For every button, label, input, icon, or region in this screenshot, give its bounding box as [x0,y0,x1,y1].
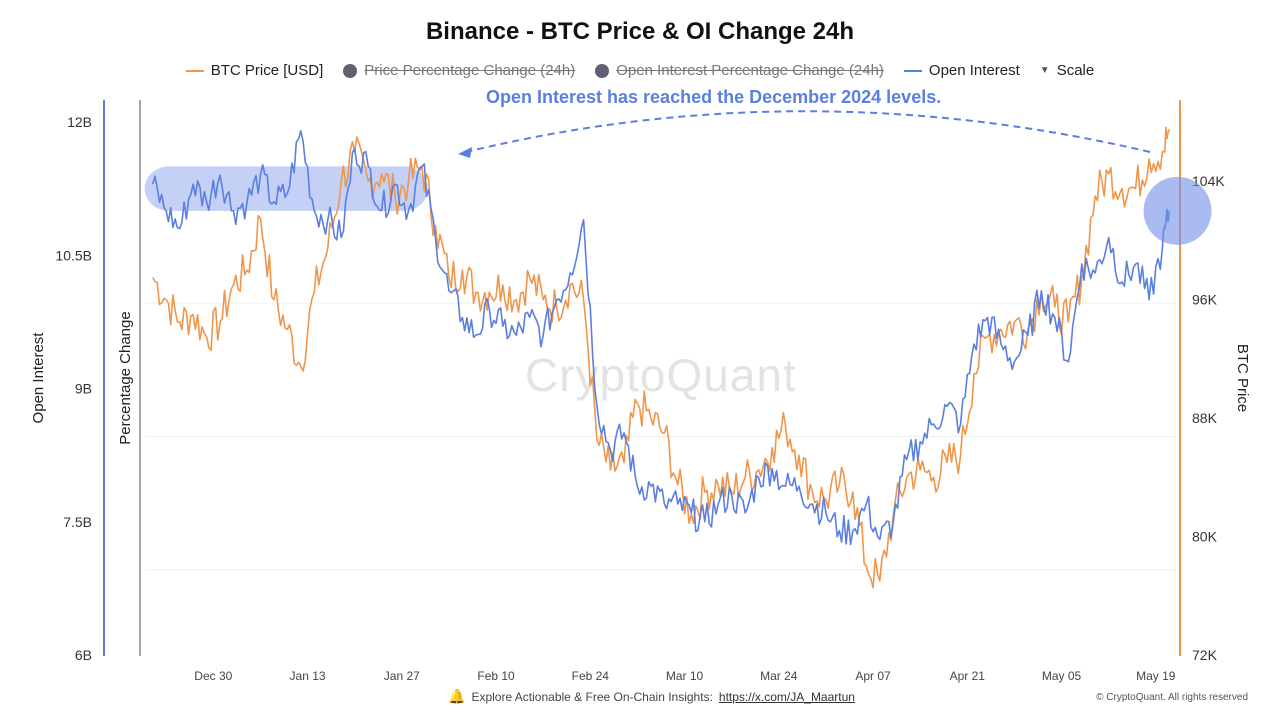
x-tick-label: Apr 21 [950,669,986,683]
x-tick-label: May 19 [1136,669,1176,683]
legend-item-3[interactable]: Open Interest [903,62,1020,79]
legend-swatch [595,63,610,78]
right-tick-label: 104K [1192,173,1225,189]
left-tick-label: 10.5B [55,247,92,263]
right-tick-label: 72K [1192,647,1218,663]
left-tick-label: 6B [75,647,92,663]
x-tick-label: Dec 30 [194,669,232,683]
right-tick-label: 80K [1192,529,1218,545]
chart-title: Binance - BTC Price & OI Change 24h [425,18,855,45]
right-tick-label: 88K [1192,410,1218,426]
legend-label: Open Interest Percentage Change (24h) [616,62,884,79]
legend-label: BTC Price [USD] [210,62,324,79]
x-tick-label: Jan 27 [384,669,420,683]
right-tick-label: 96K [1192,292,1218,308]
x-tick-label: Mar 10 [666,669,704,683]
legend-item-0[interactable]: BTC Price [USD] [185,62,324,79]
left-tick-label: 9B [75,381,92,397]
left-axis-title: Open Interest [30,332,47,424]
legend-item-4[interactable]: ▼ Scale [1040,62,1094,79]
legend-item-1[interactable]: Price Percentage Change (24h) [343,62,575,79]
x-tick-label: Apr 07 [855,669,891,683]
x-tick-label: Feb 24 [572,669,610,683]
x-tick-label: May 05 [1042,669,1082,683]
right-axis-title: BTC Price [1234,344,1251,412]
highlight-box [144,166,429,211]
annotation-arrowhead [458,147,472,158]
legend-swatch [343,63,358,78]
left-tick-label: 12B [67,114,92,130]
bell-icon: 🔔 [448,688,466,704]
x-tick-label: Mar 24 [760,669,798,683]
legend-swatch [185,69,204,72]
copyright: © CryptoQuant. All rights reserved [1096,692,1248,703]
legend-swatch: ▼ [1039,65,1050,76]
legend-item-2[interactable]: Open Interest Percentage Change (24h) [595,62,884,79]
highlight-circle [1143,176,1212,245]
footer-text: Explore Actionable & Free On-Chain Insig… [471,689,713,704]
annotation-text: Open Interest has reached the December 2… [486,87,942,107]
x-tick-label: Jan 13 [290,669,326,683]
legend-label: Open Interest [928,62,1020,79]
legend-label: Scale [1056,62,1095,79]
legend-swatch [903,69,922,72]
legend-label: Price Percentage Change (24h) [364,62,576,79]
watermark: CryptoQuant [525,349,797,401]
chart-legend: BTC Price [USD] Price Percentage Change (… [0,62,1280,79]
series-line-open-interest [151,130,1171,546]
left-tick-label: 7.5B [63,514,92,530]
footer-link[interactable]: https://x.com/JA_Maartun [718,689,855,704]
footer: 🔔 Explore Actionable & Free On-Chain Ins… [448,688,855,705]
x-tick-label: Feb 10 [477,669,515,683]
middle-axis-title: Percentage Change [117,311,134,444]
annotation-arrow [461,110,1151,154]
series-line-btc-price [152,126,1171,589]
